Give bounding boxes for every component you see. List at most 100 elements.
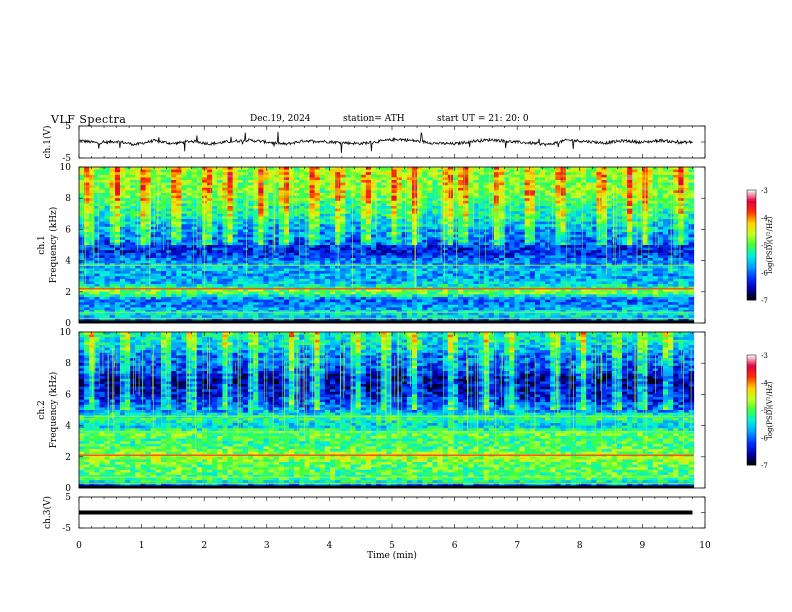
psd-cell [166, 276, 172, 280]
psd-cell [376, 294, 382, 298]
psd-cell [401, 177, 408, 181]
psd-cell [166, 182, 172, 186]
psd-cell [119, 174, 126, 178]
psd-cell [427, 229, 433, 233]
psd-cell [268, 190, 275, 194]
psd-cell [309, 206, 316, 209]
psd-cell [207, 213, 213, 217]
psd-cell [217, 190, 223, 194]
psd-cell [386, 278, 392, 282]
psd-cell [365, 260, 372, 264]
psd-cell [365, 177, 372, 181]
psd-cell [360, 190, 367, 194]
psd-cell [340, 273, 346, 277]
psd-cell [140, 237, 146, 241]
psd-cell [273, 281, 280, 285]
psd-cell [386, 208, 392, 212]
psd-cell [324, 273, 331, 277]
psd-cell [273, 252, 280, 256]
psd-cell [278, 294, 285, 298]
psd-cell [217, 273, 223, 277]
psd-cell [283, 211, 290, 215]
psd-cell [150, 232, 157, 235]
psd-cell [125, 291, 131, 295]
psd-cell [314, 229, 321, 233]
psd-cell [119, 167, 126, 170]
psd-cell [84, 232, 90, 235]
psd-cell [406, 242, 413, 246]
psd-cell [104, 237, 111, 241]
psd-cell [135, 307, 141, 311]
psd-cell [109, 221, 116, 225]
psd-cell [422, 206, 428, 209]
psd-cell [217, 216, 223, 220]
psd-cell [145, 232, 152, 235]
psd-cell [135, 260, 141, 264]
psd-cell [109, 200, 116, 204]
psd-cell [84, 216, 90, 220]
psd-cell [242, 258, 249, 261]
psd-cell [417, 284, 423, 287]
psd-cell [150, 239, 157, 243]
psd-cell [488, 237, 495, 241]
psd-cell [386, 284, 392, 287]
psd-cell [365, 268, 372, 272]
psd-cell [237, 255, 244, 259]
psd-cell [381, 281, 387, 285]
psd-cell [458, 278, 464, 282]
psd-cell [94, 203, 100, 207]
psd-cell [488, 265, 495, 269]
psd-cell [360, 304, 367, 308]
psd-cell [345, 203, 351, 207]
psd-cell [314, 234, 321, 238]
psd-cell [191, 167, 198, 170]
psd-cell [304, 276, 310, 280]
psd-cell [253, 273, 259, 277]
psd-cell [360, 221, 367, 225]
psd-cell [150, 200, 157, 204]
psd-cell [371, 224, 377, 228]
psd-cell [176, 307, 182, 311]
psd-cell [309, 245, 316, 248]
psd-cell [248, 312, 254, 316]
psd-cell [232, 185, 239, 189]
psd-cell [324, 302, 331, 306]
psd-cell [376, 229, 382, 233]
psd-cell [355, 234, 362, 238]
psd-cell [104, 315, 111, 319]
psd-cell [166, 172, 172, 176]
psd-cell [125, 299, 131, 303]
psd-cell [401, 291, 408, 295]
psd-cell [135, 271, 141, 274]
psd-cell [130, 169, 136, 173]
psd-cell [150, 317, 157, 321]
psd-cell [130, 185, 136, 189]
psd-cell [411, 307, 418, 311]
psd-cell [283, 172, 290, 176]
psd-cell [207, 307, 213, 311]
psd-cell [130, 172, 136, 176]
psd-cell [360, 252, 367, 256]
psd-cell [176, 263, 182, 267]
psd-cell [242, 174, 249, 178]
psd-cell [119, 226, 126, 230]
psd-cell [222, 307, 228, 311]
psd-cell [324, 211, 331, 215]
psd-cell [289, 224, 295, 228]
psd-cell [278, 312, 285, 316]
psd-cell [283, 187, 290, 191]
psd-cell [340, 195, 346, 199]
psd-cell [381, 193, 387, 196]
psd-cell [109, 187, 116, 191]
psd-cell [212, 226, 218, 230]
psd-cell [371, 213, 377, 217]
psd-cell [468, 265, 474, 269]
psd-cell [181, 167, 187, 170]
psd-cell [396, 200, 403, 204]
psd-cell [94, 180, 100, 183]
psd-cell [294, 193, 300, 196]
psd-cell [268, 263, 275, 267]
psd-cell [427, 312, 433, 316]
psd-cell [468, 310, 474, 313]
psd-cell [232, 234, 239, 238]
